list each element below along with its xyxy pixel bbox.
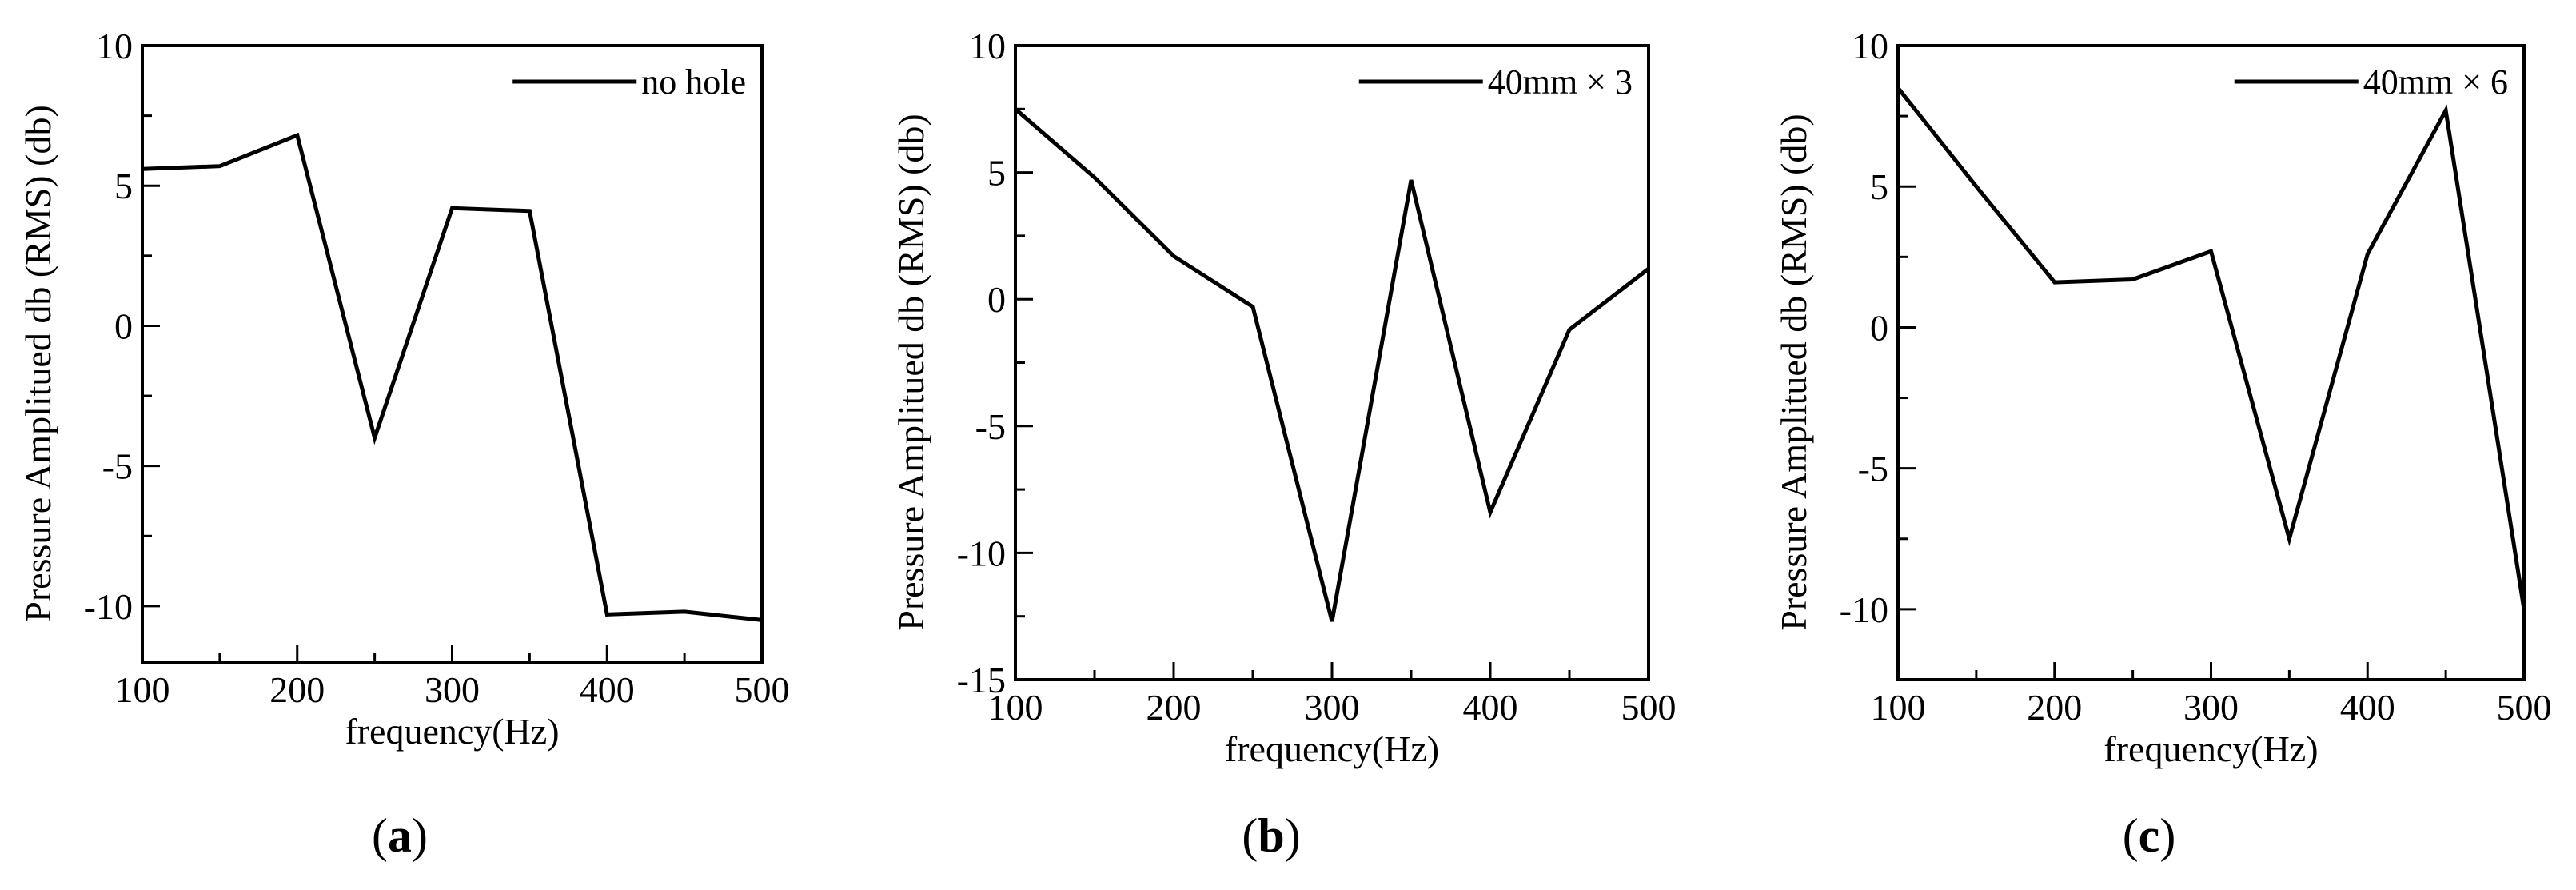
panel-label: (a)	[372, 809, 428, 862]
x-tick-label: 500	[1621, 687, 1677, 728]
x-tick-label: 400	[580, 669, 635, 710]
chart-panel-b: 100 200 300 400 500 -15 -10 -5 0 5 10 frequency(Hz)…	[891, 26, 1677, 862]
y-tick-label: -10	[84, 586, 133, 627]
plot-frame	[141, 44, 764, 664]
legend-label: 40mm × 3	[1488, 62, 1633, 102]
x-tick-label: 200	[2027, 687, 2082, 728]
y-tick-label: 0	[1870, 307, 1888, 348]
panel-label: (b)	[1242, 809, 1300, 862]
panel-label-letter: a	[388, 809, 412, 862]
y-tick-label: 0	[114, 305, 133, 346]
y-tick-label: 10	[96, 26, 133, 66]
series-line-b	[1014, 107, 1650, 622]
chart-panel-a: 100 200 300 400 500 -10 -5 0 5 10 frequency(Hz) Pre…	[18, 26, 790, 862]
legend-label: no hole	[641, 62, 746, 102]
x-tick-label: 300	[425, 669, 480, 710]
y-tick-label: -10	[957, 533, 1006, 573]
x-tick-label: 500	[2497, 687, 2552, 728]
x-tick-label: 400	[2340, 687, 2395, 728]
panel-label-close-paren: )	[2159, 809, 2175, 862]
x-tick-label: 300	[2183, 687, 2239, 728]
x-tick-label: 200	[269, 669, 325, 710]
y-axis-title: Pressure Amplitued db (RMS) (db)	[891, 114, 931, 631]
y-tick-label: 5	[987, 153, 1006, 194]
x-tick-label: 400	[1463, 687, 1518, 728]
x-tick-label: 300	[1305, 687, 1360, 728]
panel-label-letter: b	[1258, 809, 1284, 862]
x-tick-label: 100	[988, 687, 1043, 728]
y-tick-label: 10	[1852, 26, 1888, 66]
panel-label-close-paren: )	[1285, 809, 1301, 862]
y-axis-title: Pressure Amplitued db (RMS) (db)	[18, 105, 58, 622]
chart-panel-c: 100 200 300 400 500 -10 -5 0 5 10 frequency(Hz) Pre…	[1773, 26, 2552, 862]
y-tick-label: 5	[114, 166, 133, 206]
y-tick-label: -5	[1858, 449, 1888, 489]
y-tick-label: -5	[975, 406, 1006, 447]
y-tick-label: 10	[969, 26, 1006, 66]
panel-label-letter: c	[2139, 809, 2160, 862]
x-tick-label: 100	[1871, 687, 1926, 728]
x-axis-title: frequency(Hz)	[1225, 728, 1439, 769]
y-tick-label: -5	[102, 446, 133, 487]
panel-label-open-paren: (	[1242, 809, 1258, 862]
legend-label: 40mm × 6	[2363, 62, 2508, 102]
y-tick-label: -15	[957, 660, 1006, 700]
x-tick-label: 200	[1146, 687, 1202, 728]
y-tick-label: -10	[1840, 589, 1888, 630]
panel-label-open-paren: (	[2123, 809, 2139, 862]
x-axis-title: frequency(Hz)	[2103, 728, 2318, 769]
x-axis-title: frequency(Hz)	[345, 711, 559, 752]
y-axis-title: Pressure Amplitued db (RMS) (db)	[1773, 114, 1814, 631]
x-tick-label: 500	[735, 669, 790, 710]
series-line-a	[142, 132, 763, 622]
y-tick-label: 0	[987, 279, 1006, 320]
panel-label: (c)	[2123, 809, 2176, 862]
x-tick-label: 100	[115, 669, 170, 710]
y-tick-label: 5	[1870, 166, 1888, 207]
series-line-c	[1896, 86, 2526, 610]
panel-label-open-paren: (	[372, 809, 388, 862]
panel-label-close-paren: )	[412, 809, 428, 862]
